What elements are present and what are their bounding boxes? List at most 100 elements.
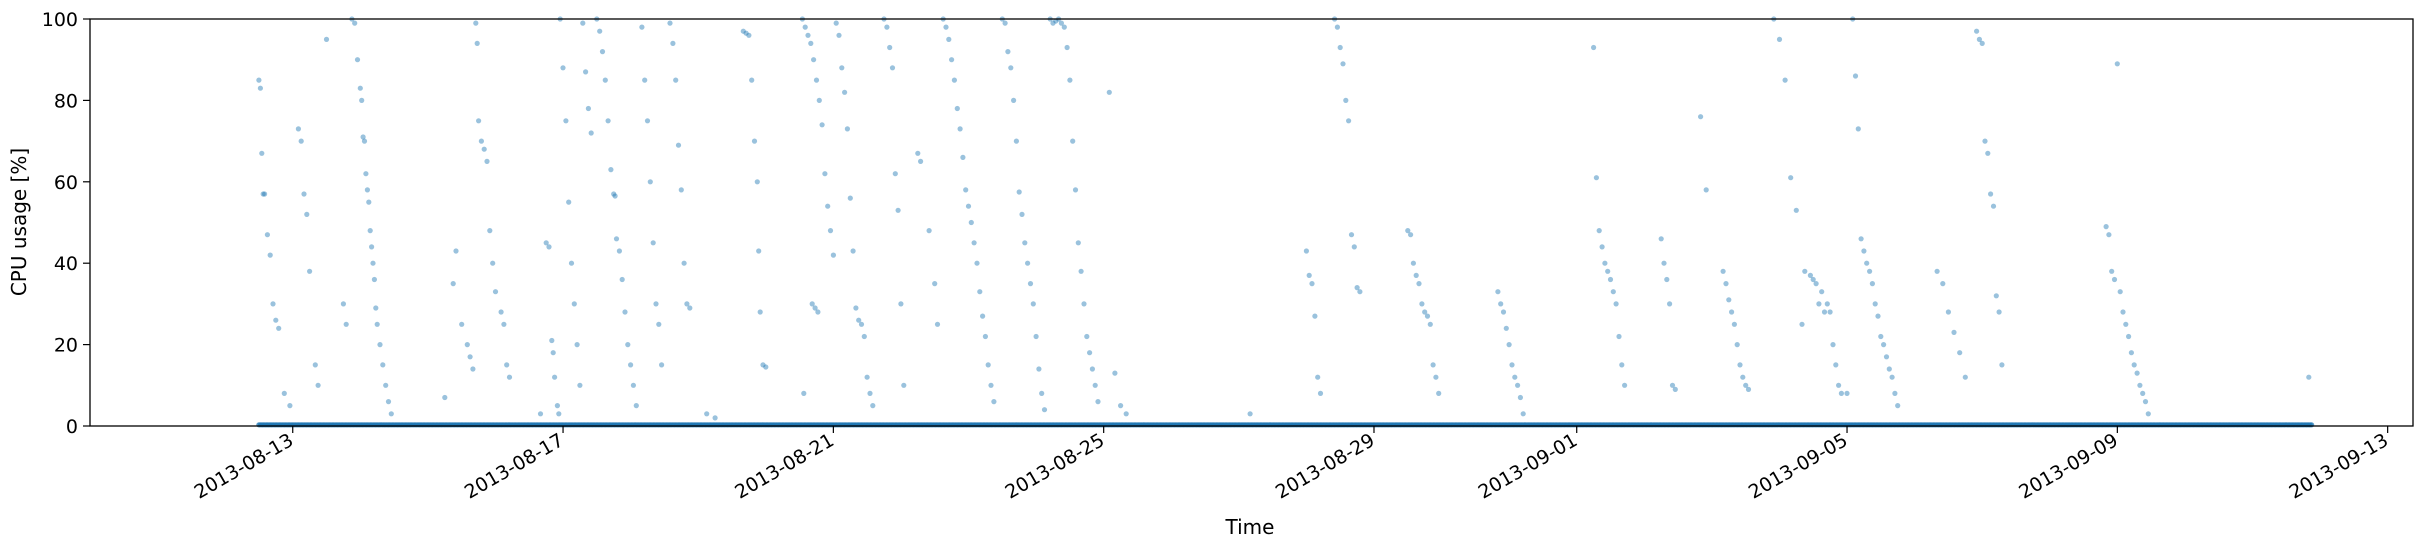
data-point: [1036, 366, 1042, 372]
data-point: [630, 382, 637, 388]
data-point: [1838, 390, 1844, 396]
data-point: [359, 97, 365, 103]
data-point: [563, 118, 569, 124]
data-point: [2142, 399, 2149, 405]
data-point: [315, 382, 321, 388]
data-point: [1602, 260, 1608, 266]
data-point: [1892, 390, 1898, 396]
data-point: [1309, 281, 1315, 287]
data-point: [954, 105, 960, 112]
data-point: [639, 24, 645, 30]
data-point: [650, 240, 656, 246]
data-point: [1813, 281, 1819, 287]
data-point: [991, 399, 997, 405]
data-point: [822, 171, 828, 177]
data-point: [352, 20, 358, 26]
data-point: [982, 333, 989, 340]
data-point: [892, 171, 898, 177]
data-point: [1123, 411, 1129, 417]
data-point: [805, 32, 811, 38]
y-axis-ticks: 0 20 40 60 80 100: [42, 9, 90, 438]
data-point: [1827, 309, 1833, 315]
data-point: [262, 191, 268, 197]
data-point: [642, 77, 648, 83]
data-point: [1405, 228, 1411, 234]
data-point: [887, 44, 893, 51]
data-point: [853, 305, 859, 311]
data-point: [965, 203, 972, 209]
data-point: [960, 154, 966, 160]
data-point: [1782, 77, 1788, 83]
data-point: [1667, 301, 1673, 307]
data-point: [2126, 333, 2132, 340]
data-point: [467, 354, 473, 360]
data-point: [1334, 24, 1340, 30]
data-point: [763, 364, 769, 370]
data-point: [549, 337, 555, 344]
data-point: [566, 199, 572, 205]
data-point: [825, 203, 831, 209]
data-point: [1672, 386, 1678, 392]
data-point: [1498, 301, 1504, 307]
data-point: [1858, 236, 1864, 242]
data-point: [1872, 301, 1878, 307]
data-point: [977, 289, 983, 295]
data-point: [951, 77, 958, 83]
data-point: [746, 32, 752, 38]
data-point: [1118, 403, 1124, 409]
data-point: [971, 240, 977, 246]
data-point: [1039, 390, 1045, 396]
data-point: [1852, 73, 1859, 79]
data-point: [281, 390, 287, 396]
data-point: [808, 40, 814, 47]
data-point: [1605, 268, 1611, 274]
data-point: [861, 333, 867, 340]
data-point: [1112, 370, 1118, 376]
data-point: [2137, 382, 2143, 388]
data-point: [2306, 374, 2312, 380]
data-point: [298, 138, 304, 144]
data-point: [756, 248, 762, 254]
data-point: [839, 65, 845, 71]
data-point: [687, 305, 693, 311]
data-point: [1664, 276, 1670, 283]
data-point: [1999, 362, 2005, 368]
data-point: [1996, 309, 2002, 315]
data-point: [934, 321, 941, 327]
data-point: [1723, 281, 1729, 287]
data-point: [850, 248, 856, 254]
data-point: [957, 126, 963, 132]
data-point: [619, 276, 625, 283]
y-tick-label: 40: [54, 253, 78, 275]
data-point: [1833, 362, 1839, 368]
data-point: [1089, 366, 1095, 372]
data-point: [370, 260, 376, 266]
data-point: [1824, 301, 1830, 307]
y-tick-label: 0: [66, 416, 78, 438]
data-point: [1889, 374, 1895, 380]
data-point: [932, 281, 938, 287]
data-point: [833, 20, 839, 26]
data-point: [628, 362, 634, 368]
data-point: [856, 317, 862, 323]
data-point: [1430, 362, 1436, 368]
data-point: [264, 232, 270, 238]
data-point: [1061, 24, 1067, 30]
data-point: [385, 399, 392, 405]
data-point: [543, 240, 549, 246]
data-point: [450, 281, 456, 287]
data-point: [901, 382, 907, 388]
data-point: [366, 199, 372, 205]
data-point: [1346, 118, 1352, 124]
data-point: [307, 268, 313, 274]
data-point: [1883, 354, 1890, 360]
data-point: [1622, 382, 1628, 388]
data-point: [374, 321, 380, 327]
data-point: [571, 301, 577, 307]
data-point: [918, 158, 924, 164]
data-point: [1610, 289, 1616, 295]
data-point: [949, 57, 955, 63]
data-point: [1512, 374, 1518, 380]
data-point: [1078, 268, 1084, 274]
